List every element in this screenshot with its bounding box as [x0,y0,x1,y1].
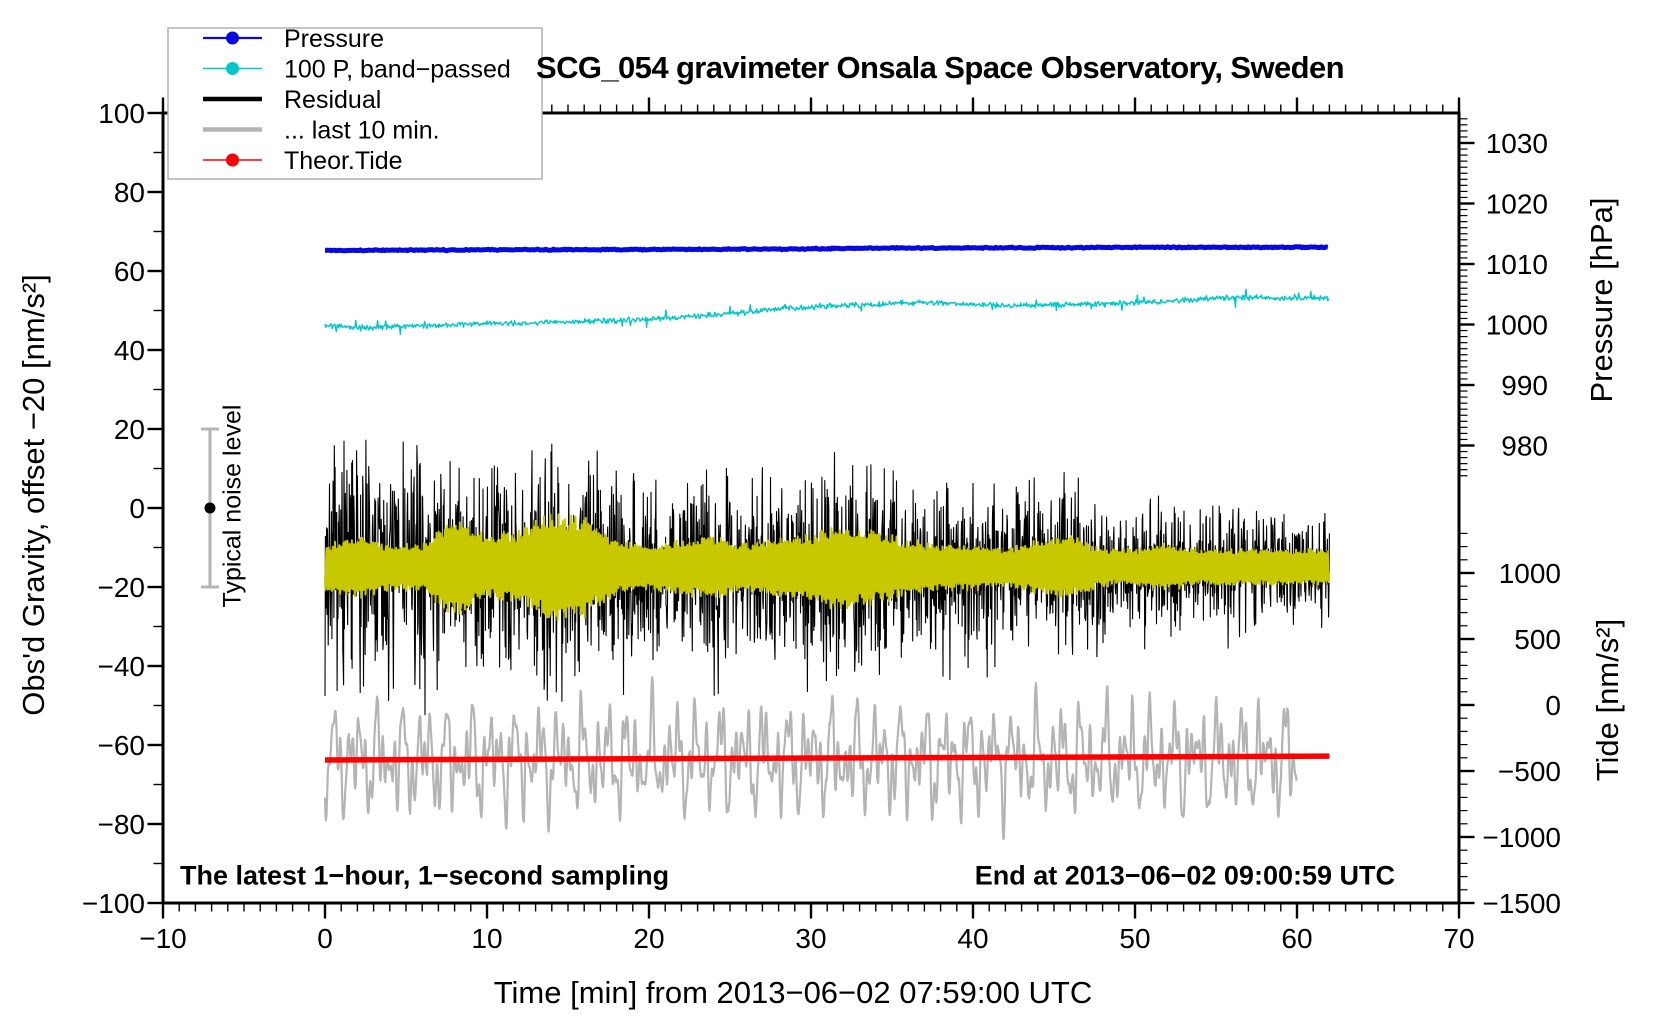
legend-label: Pressure [284,25,384,53]
chart-title: SCG_054 gravimeter Onsala Space Observat… [536,50,1345,85]
tide-tick-label: 500 [1514,624,1561,655]
tide-tick-label: 0 [1545,690,1561,721]
x-tick-label: 50 [1119,923,1150,954]
y-left-tick-label: 40 [114,335,145,366]
noise-bar-label: Typical noise level [218,404,247,608]
series-theor_tide [324,753,1330,763]
x-tick-label: −10 [139,923,187,954]
y-left-tick-label: 100 [98,98,145,129]
pressure-tick-label: 1000 [1486,310,1548,341]
y-left-tick-label: 20 [114,414,145,445]
pressure-tick-label: 990 [1501,370,1548,401]
series-pressure [324,244,1329,254]
y-left-tick-label: −100 [82,888,145,919]
pressure-tick-label: 980 [1501,431,1548,462]
pressure-tick-label: 1020 [1486,189,1548,220]
pressure-axis-label: Pressure [hPa] [1584,197,1619,403]
y-left-tick-label: −80 [98,809,146,840]
noise-bar-dot [204,502,216,514]
legend-sample-dot [226,31,239,45]
tide-axis-label: Tide [nm/s²] [1590,618,1625,782]
y-left-tick-label: 0 [129,493,145,524]
tide-tick-label: −1500 [1482,888,1561,919]
y-left-tick-label: 60 [114,256,145,287]
tide-tick-label: −1000 [1482,822,1561,853]
x-tick-label: 70 [1443,923,1474,954]
legend-label: 100 P, band−passed [284,56,511,84]
legend-label: Residual [284,86,381,114]
x-tick-label: 30 [795,923,826,954]
y-left-tick-label: −60 [98,730,146,761]
x-tick-label: 20 [633,923,664,954]
series-group [323,244,1331,841]
legend-box [167,27,543,180]
series-pressure_band_passed [324,288,1330,335]
sampling-annotation: The latest 1−hour, 1−second sampling [180,860,670,891]
x-tick-label: 0 [317,923,333,954]
x-tick-label: 60 [1281,923,1312,954]
legend-sample-dot [226,62,239,75]
legend-sample-dot [226,153,239,167]
y-left-tick-label: −20 [98,572,146,603]
y-left-tick-label: −40 [98,651,146,682]
tide-tick-label: 1000 [1499,558,1561,589]
legend-label: Theor.Tide [284,147,403,175]
y-left-axis-label: Obs'd Gravity, offset −20 [nm/s²] [16,274,51,716]
pressure-tick-label: 1010 [1486,249,1548,280]
legend-label: ... last 10 min. [284,117,440,145]
pressure-tick-label: 1030 [1486,128,1548,159]
end-time-annotation: End at 2013−06−02 09:00:59 UTC [974,860,1395,891]
x-tick-label: 40 [957,923,988,954]
series-band_passed_residual [324,513,1331,622]
x-tick-label: 10 [471,923,502,954]
tide-tick-label: −500 [1498,756,1561,787]
x-axis-label: Time [min] from 2013−06−02 07:59:00 UTC [493,975,1093,1010]
y-left-tick-label: 80 [114,177,145,208]
plot-frame [161,111,1461,905]
